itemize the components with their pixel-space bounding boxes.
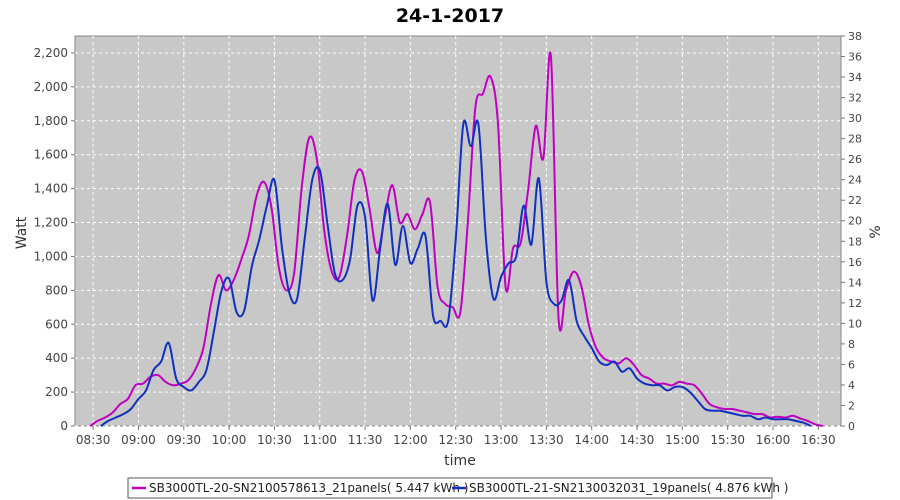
- y-axis: 0 200 400 600 800 1,000 1,200 1,400 1,600 1,800 2,…: [34, 46, 75, 433]
- series-lines: [89, 51, 824, 427]
- y2-tick-label: 30: [848, 112, 862, 125]
- x-tick-label: 10:30: [257, 433, 292, 447]
- legend-label-2: SB3000TL-21-SN2130032031_19panels( 4.876…: [469, 481, 788, 495]
- y-tick-label: 1,200: [34, 216, 68, 230]
- series-line-1: [89, 51, 824, 427]
- y2-tick-label: 34: [848, 71, 862, 84]
- y2-tick-label: 26: [848, 153, 862, 166]
- x-tick-label: 14:30: [620, 433, 655, 447]
- y2-tick-label: 36: [848, 51, 862, 64]
- y2-tick-label: 12: [848, 297, 862, 310]
- x-tick-label: 13:30: [529, 433, 564, 447]
- x-tick-label: 15:00: [665, 433, 700, 447]
- x-axis: 08:30 09:00 09:30 10:00 10:30 11:00 11:30 12:00…: [76, 426, 836, 447]
- y2-tick-label: 10: [848, 317, 862, 330]
- y-tick-label: 0: [60, 419, 68, 433]
- y2-tick-label: 32: [848, 92, 862, 105]
- y-tick-label: 600: [45, 317, 68, 331]
- x-tick-label: 16:00: [756, 433, 791, 447]
- legend-label-1: SB3000TL-20-SN2100578613_21panels( 5.447…: [149, 481, 468, 495]
- x-tick-label: 10:00: [212, 433, 247, 447]
- y2-tick-label: 6: [848, 358, 855, 371]
- y2-tick-label: 16: [848, 256, 862, 269]
- series-line-2: [100, 119, 812, 427]
- y2-tick-label: 4: [848, 379, 855, 392]
- y-tick-label: 800: [45, 283, 68, 297]
- y2-tick-label: 8: [848, 338, 855, 351]
- x-tick-label: 09:30: [166, 433, 201, 447]
- y2-tick-label: 28: [848, 133, 862, 146]
- x-tick-label: 12:00: [393, 433, 428, 447]
- y-tick-label: 1,400: [34, 182, 68, 196]
- y-tick-label: 1,000: [34, 249, 68, 263]
- y-tick-label: 1,600: [34, 148, 68, 162]
- y2-tick-label: 20: [848, 215, 862, 228]
- chart-title: 24-1-2017: [396, 5, 504, 27]
- y-tick-label: 400: [45, 351, 68, 365]
- y2-tick-label: 0: [848, 420, 855, 433]
- y2-tick-label: 14: [848, 276, 862, 289]
- x-tick-label: 15:30: [710, 433, 745, 447]
- y2-tick-label: 2: [848, 399, 855, 412]
- x-tick-label: 09:00: [121, 433, 156, 447]
- y-tick-label: 1,800: [34, 114, 68, 128]
- y2-tick-label: 24: [848, 174, 862, 187]
- x-tick-label: 16:30: [801, 433, 836, 447]
- x-tick-label: 14:00: [574, 433, 609, 447]
- legend-box: [127, 477, 773, 499]
- y2-tick-label: 38: [848, 30, 862, 43]
- x-tick-label: 12:30: [438, 433, 473, 447]
- y-tick-label: 2,000: [34, 80, 68, 94]
- y-axis-label: Watt: [14, 216, 30, 249]
- legend: SB3000TL-20-SN2100578613_21panels( 5.447…: [127, 477, 788, 499]
- y-tick-label: 2,200: [34, 46, 68, 60]
- plot-area: [74, 35, 842, 427]
- x-tick-label: 13:00: [484, 433, 519, 447]
- y2-tick-label: 18: [848, 235, 862, 248]
- x-tick-label: 11:00: [302, 433, 337, 447]
- x-tick-label: 11:30: [348, 433, 383, 447]
- x-axis-label: time: [444, 453, 476, 469]
- y2-tick-label: 22: [848, 194, 862, 207]
- x-tick-label: 08:30: [76, 433, 111, 447]
- y-tick-label: 200: [45, 385, 68, 399]
- y2-axis-label: %: [868, 225, 884, 238]
